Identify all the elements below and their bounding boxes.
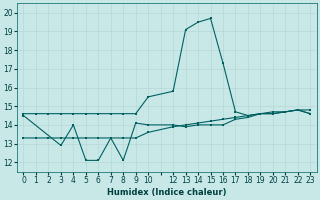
X-axis label: Humidex (Indice chaleur): Humidex (Indice chaleur) (107, 188, 227, 197)
